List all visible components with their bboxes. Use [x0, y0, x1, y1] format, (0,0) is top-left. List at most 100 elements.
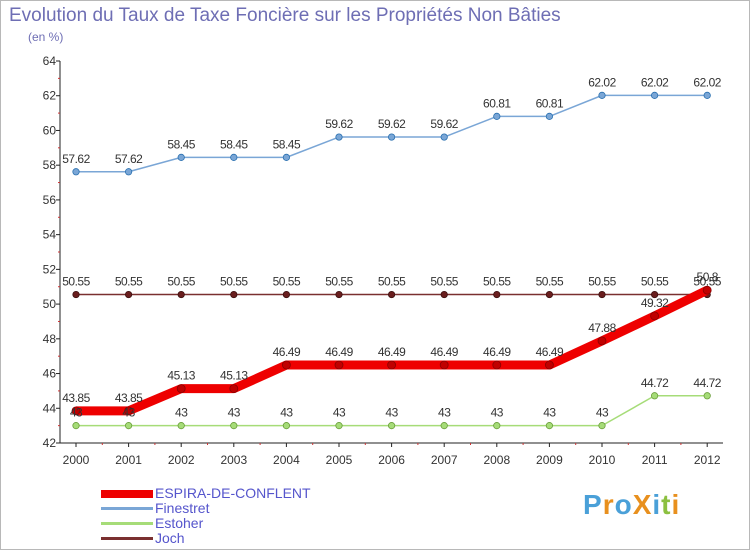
- data-point-finestret-2008: [493, 112, 501, 120]
- data-point-estoher-2009: [545, 422, 554, 430]
- data-label-finestret-2006: 59.62: [378, 117, 406, 131]
- data-point-finestret-2001: [125, 168, 133, 176]
- data-point-estoher-2001: [125, 422, 133, 430]
- data-label-finestret-2004: 58.45: [273, 137, 301, 151]
- data-label-espira-de-conflent-2010: 47.88: [588, 321, 616, 335]
- x-tick-label-2008: 2008: [483, 453, 510, 467]
- data-point-estoher-2004: [282, 422, 290, 430]
- x-tick-label-2007: 2007: [431, 453, 458, 467]
- y-tick-label-62: 62: [43, 89, 57, 103]
- proxiti-logo: ProXiti: [583, 489, 680, 521]
- y-tick-label-50: 50: [43, 297, 57, 311]
- x-tick-label-2005: 2005: [326, 453, 353, 467]
- data-point-joch-2001: [125, 290, 133, 299]
- data-point-joch-2002: [177, 290, 185, 299]
- data-point-espira-de-conflent-2001: [124, 406, 133, 416]
- data-label-joch-2008: 50.55: [483, 275, 511, 289]
- data-point-estoher-2000: [72, 422, 80, 430]
- data-label-espira-de-conflent-2007: 46.49: [430, 345, 458, 359]
- data-point-joch-2004: [282, 290, 290, 299]
- data-point-estoher-2005: [335, 422, 343, 430]
- data-point-joch-2011: [650, 290, 659, 299]
- data-point-finestret-2006: [387, 133, 396, 141]
- logo-letter: t: [661, 489, 672, 520]
- logo-letter: o: [614, 489, 633, 520]
- data-label-espira-de-conflent-2009: 46.49: [536, 345, 564, 359]
- data-label-finestret-2001: 57.62: [115, 152, 143, 166]
- data-point-finestret-2003: [230, 153, 238, 161]
- data-label-espira-de-conflent-2005: 46.49: [325, 345, 353, 359]
- y-tick-label-46: 46: [43, 367, 57, 381]
- data-label-estoher-2004: 43: [280, 406, 293, 420]
- data-point-finestret-2007: [440, 133, 448, 141]
- data-label-finestret-2000: 57.62: [62, 152, 90, 166]
- data-point-espira-de-conflent-2006: [387, 360, 397, 370]
- data-label-finestret-2011: 62.02: [641, 75, 669, 89]
- data-label-estoher-2011: 44.72: [641, 376, 669, 390]
- data-label-espira-de-conflent-2006: 46.49: [378, 345, 406, 359]
- data-point-estoher-2006: [387, 422, 396, 430]
- data-point-estoher-2011: [650, 392, 659, 400]
- y-tick-label-58: 58: [43, 158, 57, 172]
- data-label-estoher-2007: 43: [438, 406, 451, 420]
- data-label-joch-2004: 50.55: [273, 275, 301, 289]
- chart-unit-label: (en %): [28, 30, 64, 44]
- logo-letter: i: [671, 489, 681, 520]
- data-point-joch-2007: [440, 290, 448, 299]
- data-point-finestret-2005: [335, 133, 343, 141]
- y-tick-label-54: 54: [43, 228, 57, 242]
- data-label-espira-de-conflent-2011: 49.32: [641, 296, 669, 310]
- data-label-estoher-2003: 43: [228, 406, 241, 420]
- data-label-joch-2007: 50.55: [430, 275, 458, 289]
- data-label-joch-2012: 50.55: [693, 275, 721, 289]
- y-tick-label-56: 56: [43, 193, 57, 207]
- legend-swatch-finestret: [101, 507, 153, 510]
- data-label-estoher-2009: 43: [543, 406, 556, 420]
- data-label-estoher-2001: 43: [122, 406, 135, 420]
- data-label-finestret-2005: 59.62: [325, 117, 353, 131]
- data-label-joch-2001: 50.55: [115, 275, 143, 289]
- data-point-espira-de-conflent-2008: [492, 360, 502, 370]
- legend-swatch-espira: [101, 490, 153, 498]
- data-point-espira-de-conflent-2011: [650, 311, 659, 321]
- data-label-espira-de-conflent-2004: 46.49: [273, 345, 301, 359]
- logo-letter: i: [652, 489, 662, 520]
- x-tick-label-2009: 2009: [536, 453, 563, 467]
- data-label-finestret-2010: 62.02: [588, 75, 616, 89]
- y-tick-label-42: 42: [43, 436, 57, 450]
- x-tick-label-2011: 2011: [642, 453, 668, 467]
- data-point-joch-2010: [598, 290, 606, 299]
- legend-label-estoher: Estoher: [155, 515, 204, 531]
- data-label-joch-2009: 50.55: [536, 275, 564, 289]
- data-point-joch-2005: [335, 290, 343, 299]
- data-point-finestret-2000: [72, 168, 80, 176]
- data-point-espira-de-conflent-2007: [439, 360, 449, 370]
- data-point-finestret-2009: [545, 112, 554, 120]
- data-label-joch-2010: 50.55: [588, 275, 616, 289]
- data-point-finestret-2002: [177, 153, 185, 161]
- x-tick-label-2012: 2012: [694, 453, 721, 467]
- data-point-espira-de-conflent-2004: [281, 360, 291, 370]
- y-tick-label-60: 60: [43, 123, 57, 137]
- data-point-espira-de-conflent-2009: [545, 360, 554, 370]
- data-point-joch-2000: [72, 290, 80, 299]
- data-point-finestret-2010: [598, 91, 606, 99]
- x-tick-label-2002: 2002: [168, 453, 195, 467]
- chart-title: Evolution du Taux de Taxe Foncière sur l…: [9, 5, 561, 26]
- legend-label-finestret: Finestret: [155, 500, 210, 516]
- data-label-espira-de-conflent-2002: 45.13: [167, 369, 195, 383]
- data-point-finestret-2012: [703, 91, 711, 99]
- data-label-finestret-2002: 58.45: [167, 137, 195, 151]
- data-label-joch-2003: 50.55: [220, 275, 248, 289]
- data-point-joch-2003: [230, 290, 238, 299]
- data-point-espira-de-conflent-2002: [176, 384, 186, 394]
- x-tick-label-2001: 2001: [115, 453, 142, 467]
- legend-swatch-estoher: [101, 522, 153, 525]
- data-point-estoher-2007: [440, 422, 448, 430]
- data-label-joch-2002: 50.55: [167, 275, 195, 289]
- logo-letter: P: [583, 489, 603, 520]
- data-label-espira-de-conflent-2012: 50.8: [697, 270, 719, 284]
- y-tick-label-64: 64: [43, 54, 57, 68]
